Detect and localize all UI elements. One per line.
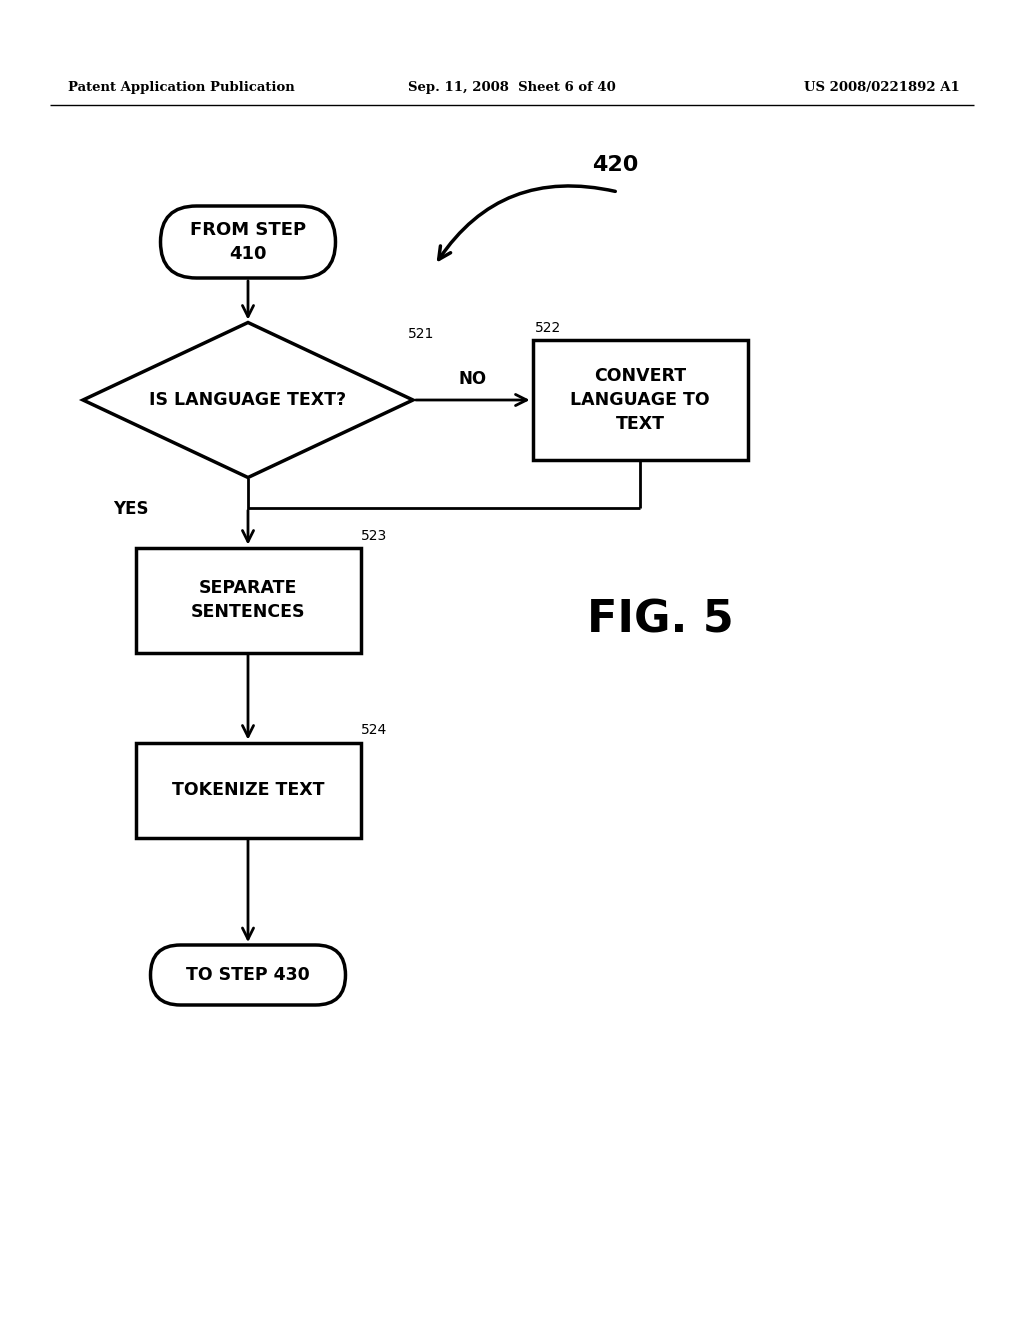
Polygon shape bbox=[83, 322, 413, 478]
Text: NO: NO bbox=[459, 370, 486, 388]
FancyBboxPatch shape bbox=[161, 206, 336, 279]
Text: CONVERT
LANGUAGE TO
TEXT: CONVERT LANGUAGE TO TEXT bbox=[570, 367, 710, 433]
Text: Sep. 11, 2008  Sheet 6 of 40: Sep. 11, 2008 Sheet 6 of 40 bbox=[409, 82, 615, 95]
Text: TOKENIZE TEXT: TOKENIZE TEXT bbox=[172, 781, 325, 799]
Text: 522: 522 bbox=[535, 321, 561, 335]
FancyBboxPatch shape bbox=[151, 945, 345, 1005]
Text: TO STEP 430: TO STEP 430 bbox=[186, 966, 310, 983]
Text: 420: 420 bbox=[592, 154, 638, 176]
Text: US 2008/0221892 A1: US 2008/0221892 A1 bbox=[804, 82, 961, 95]
Bar bbox=[135, 548, 360, 652]
Text: 524: 524 bbox=[360, 723, 387, 738]
Text: FROM STEP
410: FROM STEP 410 bbox=[189, 222, 306, 263]
Text: 521: 521 bbox=[408, 327, 434, 342]
Text: Patent Application Publication: Patent Application Publication bbox=[68, 82, 295, 95]
Text: IS LANGUAGE TEXT?: IS LANGUAGE TEXT? bbox=[150, 391, 346, 409]
Text: FIG. 5: FIG. 5 bbox=[587, 598, 733, 642]
Text: 523: 523 bbox=[360, 528, 387, 543]
Bar bbox=[135, 742, 360, 837]
Text: SEPARATE
SENTENCES: SEPARATE SENTENCES bbox=[190, 579, 305, 620]
Bar bbox=[532, 341, 748, 459]
Text: YES: YES bbox=[113, 499, 148, 517]
